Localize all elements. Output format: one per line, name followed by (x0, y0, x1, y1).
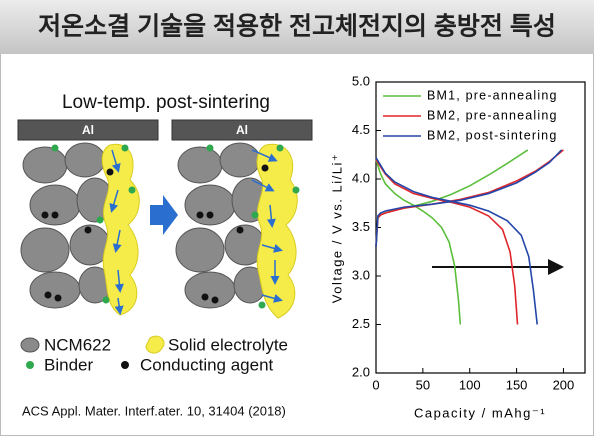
y-tick-label: 4.0 (352, 170, 370, 185)
y-tick-label: 2.5 (352, 316, 370, 331)
legend-label: BM2, post-sintering (427, 128, 557, 142)
y-tick-label: 4.5 (352, 122, 370, 137)
y-tick-label: 3.0 (352, 267, 370, 282)
legend-text: NCM622 (44, 335, 111, 354)
title: 저온소결 기술을 적용한 전고체전지의 충방전 특성 (38, 13, 556, 41)
x-tick-label: 200 (553, 377, 575, 392)
x-tick-label: 100 (459, 377, 481, 392)
legend-icon (21, 338, 39, 352)
legend-label: BM2, pre-annealing (427, 108, 558, 122)
collector-label: Al (82, 123, 94, 137)
y-tick-label: 2.0 (352, 364, 370, 379)
legend-icon (26, 361, 34, 369)
legend-label: BM1, pre-annealing (427, 88, 558, 102)
legend-text: Solid electrolyte (168, 335, 288, 354)
collector-label: Al (236, 123, 248, 137)
y-axis-label: Voltage / V vs. Li/Li⁺ (329, 153, 344, 303)
legend-text: Conducting agent (140, 355, 274, 374)
citation: ACS Appl. Mater. Interf.ater. 10, 31404 … (22, 403, 286, 418)
x-tick-label: 150 (506, 377, 528, 392)
figure: 저온소결 기술을 적용한 전고체전지의 충방전 특성 Low-temp. pos… (0, 0, 594, 436)
legend-text: Binder (44, 355, 93, 374)
x-tick-label: 0 (372, 377, 379, 392)
legend-icon (121, 361, 129, 369)
x-tick-label: 50 (416, 377, 430, 392)
diagram-heading: Low-temp. post-sintering (62, 92, 270, 113)
x-axis-label: Capacity / mAhg⁻¹ (414, 405, 546, 420)
y-tick-label: 3.5 (352, 219, 370, 234)
y-tick-label: 5.0 (352, 73, 370, 88)
